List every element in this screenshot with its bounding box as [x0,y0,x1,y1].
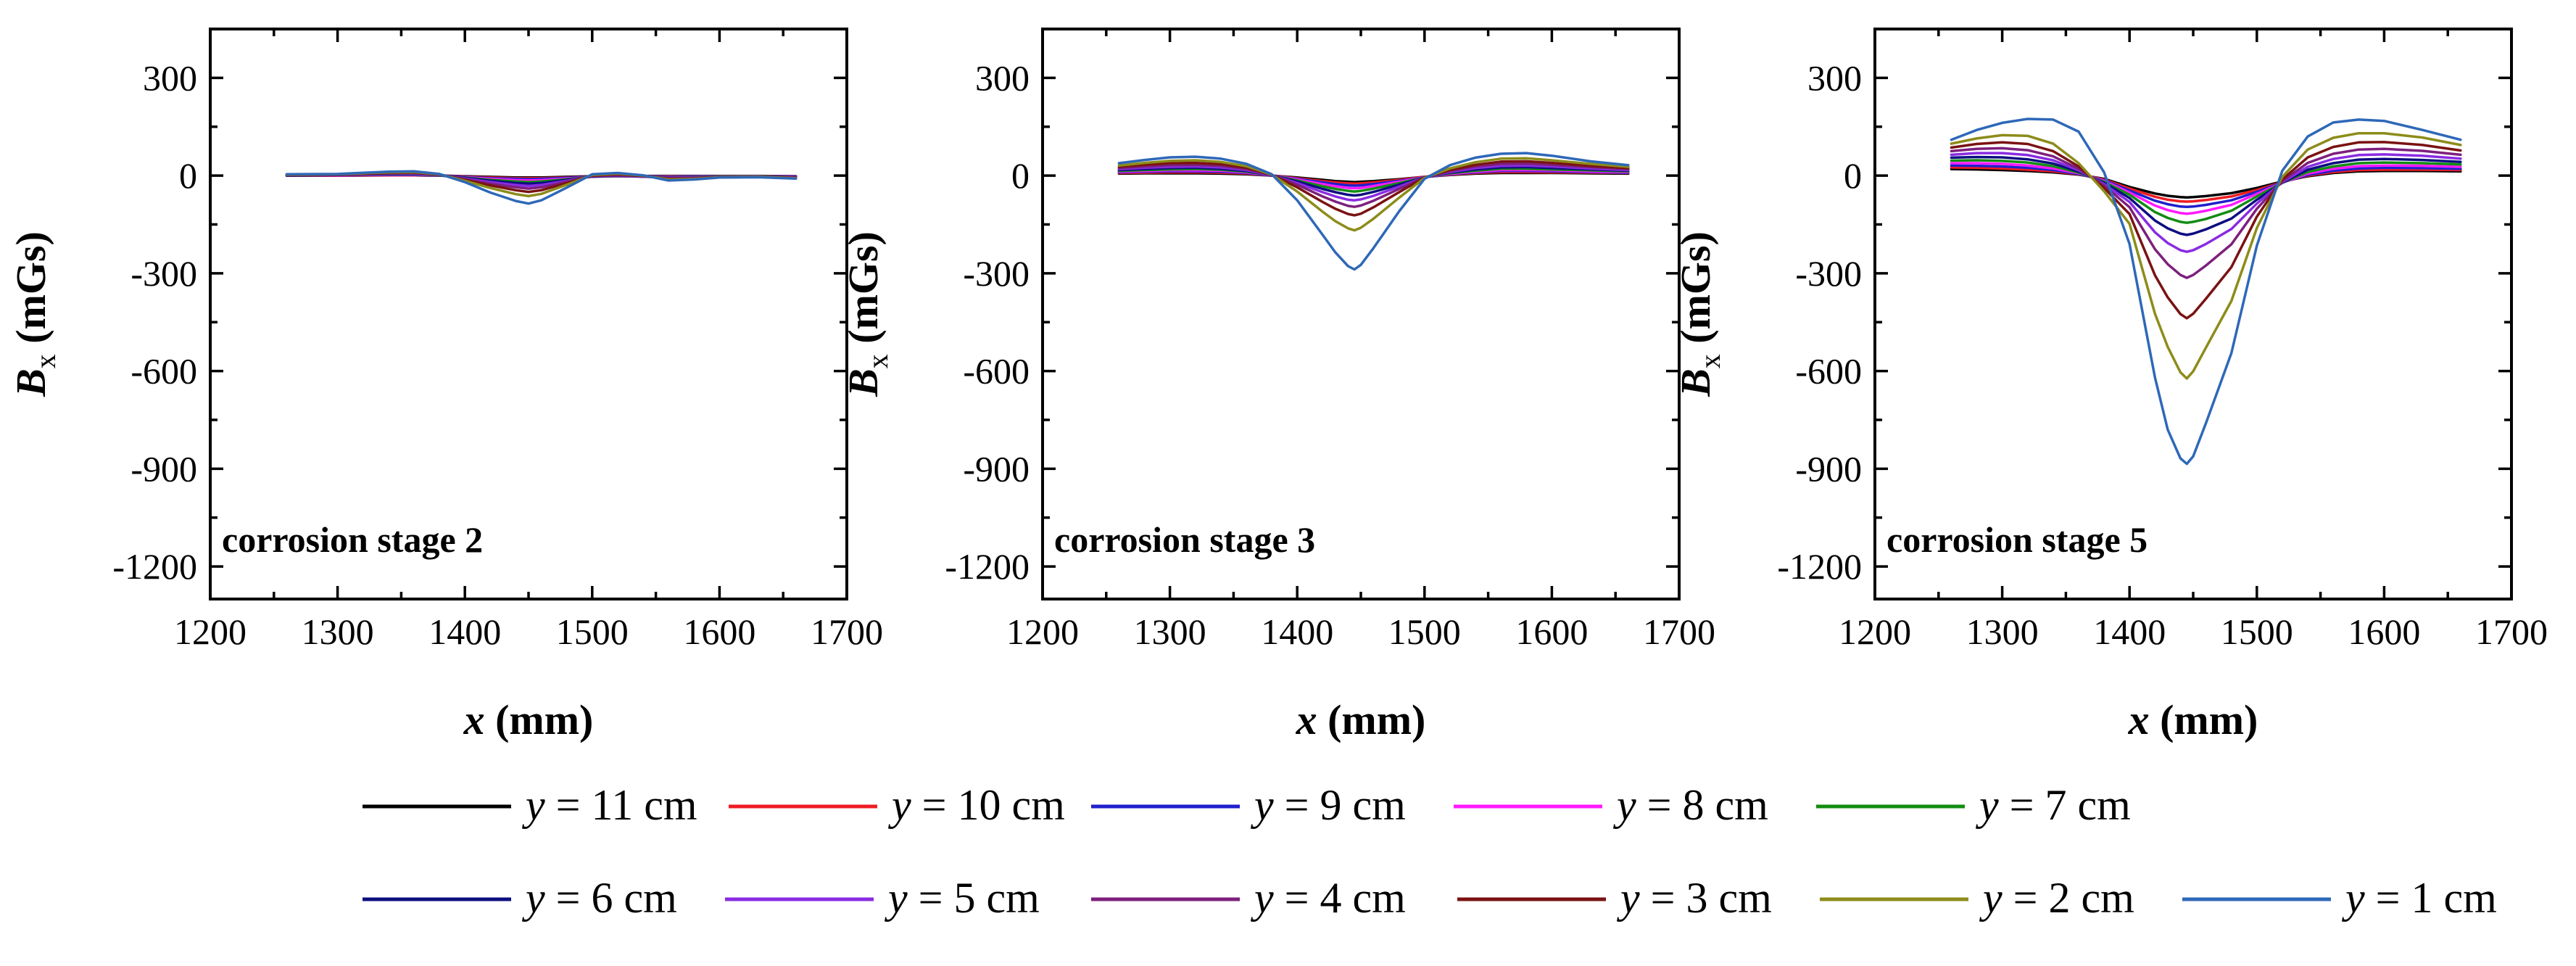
x-tick-label: 1700 [1643,611,1715,652]
y-axis-title: Bx (mGs) [7,231,62,397]
panel-3: 1200 1300 1400 1500 1600 1700 300 0 -300 -600 -900… [1672,28,2548,743]
y-tick-label: -600 [963,351,1030,392]
y-tick-label: -1200 [112,546,197,587]
y-axis-title: Bx (mGs) [840,231,894,397]
x-tick-label: 1500 [556,611,629,652]
x-tick-label: 1300 [1134,611,1206,652]
legend-item: y = 7 cm [1816,781,2131,829]
y-tick-label: -300 [1795,253,1862,294]
legend-label: y = 4 cm [1250,874,1406,922]
stage-annotation: corrosion stage 3 [1054,519,1315,560]
x-axis-title: x (mm) [1296,696,1426,743]
legend-label: y = 10 cm [887,781,1065,829]
panel-2: 1200 1300 1400 1500 1600 1700 300 0 -300 -600 -900… [840,28,1715,743]
x-tick-label: 1300 [302,611,374,652]
legend-item: y = 10 cm [729,781,1065,829]
panel-2-series-y-1-cm [1117,152,1630,271]
plot-frame [1041,28,1681,600]
panel-3-series-y-10-cm [1950,166,2462,203]
x-tick-label: 1400 [428,611,501,652]
legend-item: y = 6 cm [363,874,677,922]
x-tick-label: 1700 [2475,611,2548,652]
y-tick-label: -600 [131,351,197,392]
panel-1: 1200 1300 1400 1500 1600 1700 300 0 -300 -600 -900… [7,28,883,743]
y-tick-label: -900 [131,448,197,489]
panel-3-series-y-8-cm [1950,162,2462,215]
y-tick-label: 0 [1011,155,1030,196]
x-tick-label: 1400 [2093,611,2166,652]
legend-item: y = 9 cm [1091,781,1406,829]
y-tick-label: 300 [143,57,197,98]
y-axis-title: Bx (mGs) [1672,231,1726,397]
legend-label: y = 7 cm [1975,781,2131,829]
legend: y = 11 cm y = 10 cm y = 9 cm y = 8 cm y = 7 … [363,781,2497,922]
panel-3-series-y-6-cm [1950,155,2462,236]
panel-2-series-y-4-cm [1117,162,1630,208]
x-tick-label: 1200 [174,611,247,652]
y-tick-label: 0 [1844,155,1862,196]
legend-item: y = 3 cm [1457,874,1772,922]
y-tick-label: 300 [975,57,1030,98]
panel-3-series-y-5-cm [1950,152,2462,253]
y-tick-label: -600 [1795,351,1862,392]
x-tick-label: 1600 [1515,611,1588,652]
legend-item: y = 8 cm [1454,781,1768,829]
x-tick-label: 1600 [2348,611,2420,652]
legend-item: y = 11 cm [363,781,697,829]
panel-3-series-y-3-cm [1950,141,2462,320]
y-tick-label: -900 [963,448,1030,489]
panel-3-series-y-1-cm [1950,117,2462,466]
y-tick-label: 0 [179,155,197,196]
panel-3-series-y-11-cm [1950,168,2462,199]
legend-item: y = 5 cm [725,874,1040,922]
x-tick-label: 1600 [683,611,755,652]
panel-1-series-y-1-cm [285,170,798,205]
panel-3-series-y-2-cm [1950,131,2462,380]
panel-2-series-y-11-cm [1117,171,1630,183]
plot-frame [209,28,848,600]
panel-3-series-y-7-cm [1950,159,2462,224]
x-tick-label: 1700 [811,611,883,652]
x-axis-title: x (mm) [2128,696,2258,743]
x-tick-label: 1400 [1261,611,1333,652]
x-tick-label: 1200 [1006,611,1079,652]
legend-label: y = 11 cm [521,781,697,829]
panel-3-series-y-9-cm [1950,164,2462,208]
panel-3-series-y-4-cm [1950,146,2462,279]
y-tick-label: -300 [131,253,197,294]
stage-annotation: corrosion stage 2 [222,519,483,560]
legend-item: y = 4 cm [1091,874,1406,922]
panel-2-series-y-6-cm [1117,165,1630,197]
x-tick-label: 1300 [1966,611,2039,652]
x-axis-title: x (mm) [463,696,594,743]
legend-label: y = 5 cm [884,874,1040,922]
legend-label: y = 2 cm [1979,874,2134,922]
y-tick-label: -900 [1795,448,1862,489]
panel-2-series-y-5-cm [1117,164,1630,202]
y-tick-label: -1200 [1777,546,1862,587]
legend-label: y = 6 cm [521,874,677,922]
y-tick-label: 300 [1807,57,1862,98]
legend-label: y = 3 cm [1616,874,1772,922]
legend-item: y = 1 cm [2182,874,2497,922]
panel-2-series-y-2-cm [1117,157,1630,232]
x-tick-label: 1500 [1388,611,1461,652]
legend-label: y = 8 cm [1612,781,1768,829]
legend-label: y = 1 cm [2341,874,2497,922]
legend-item: y = 2 cm [1820,874,2134,922]
panel-2-series-y-3-cm [1117,160,1630,217]
y-tick-label: -300 [963,253,1030,294]
x-tick-label: 1500 [2221,611,2293,652]
stage-annotation: corrosion stage 5 [1887,519,2148,560]
legend-label: y = 9 cm [1250,781,1406,829]
y-tick-label: -1200 [945,546,1030,587]
x-tick-label: 1200 [1839,611,1911,652]
